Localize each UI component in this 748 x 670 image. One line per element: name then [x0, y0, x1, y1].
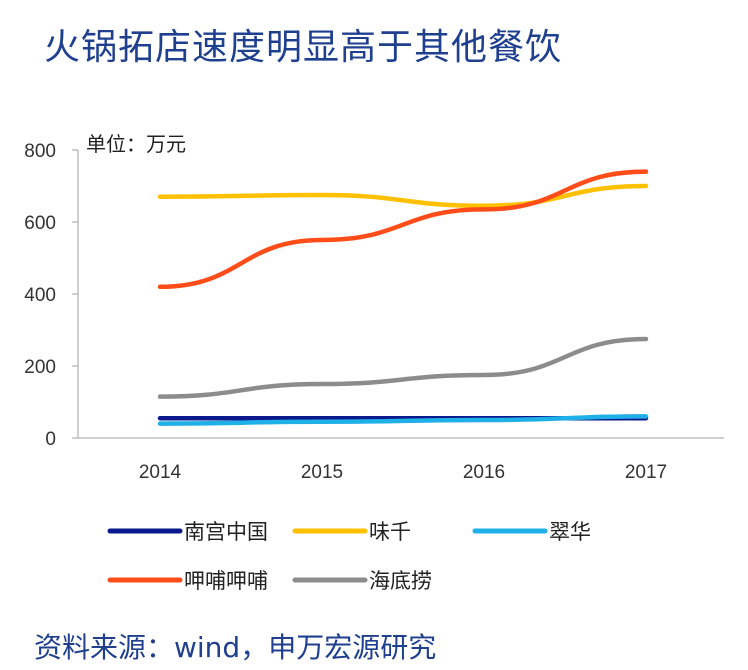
legend-label: 南宫中国	[184, 520, 268, 544]
x-tick-label: 2017	[625, 462, 667, 483]
x-tick-label: 2016	[463, 462, 505, 483]
series-line	[157, 183, 649, 209]
y-tick-label: 400	[24, 285, 56, 306]
chart-title: 火锅拓店速度明显高于其他餐饮	[44, 27, 563, 68]
x-tick-label: 2015	[301, 462, 343, 483]
y-axis-ticks: 0 200 400 600 800	[24, 141, 78, 450]
legend-label: 呷哺呷哺	[184, 569, 268, 593]
y-tick-label: 800	[24, 141, 56, 162]
x-axis-ticks: 2014 2015 2016 2017	[139, 462, 667, 483]
series-lines	[157, 169, 649, 426]
series-line	[157, 336, 649, 399]
y-tick-label: 600	[24, 213, 56, 234]
x-tick-label: 2014	[139, 462, 182, 483]
legend-label: 海底捞	[369, 569, 432, 593]
series-line	[157, 414, 649, 426]
legend-label: 翠华	[549, 520, 591, 544]
unit-label: 单位：万元	[86, 132, 186, 156]
y-tick-label: 200	[24, 357, 56, 378]
y-tick-label: 0	[45, 429, 56, 450]
series-line	[157, 169, 649, 290]
source-note: 资料来源：wind，申万宏源研究	[34, 631, 437, 664]
legend-label: 味千	[369, 520, 411, 544]
